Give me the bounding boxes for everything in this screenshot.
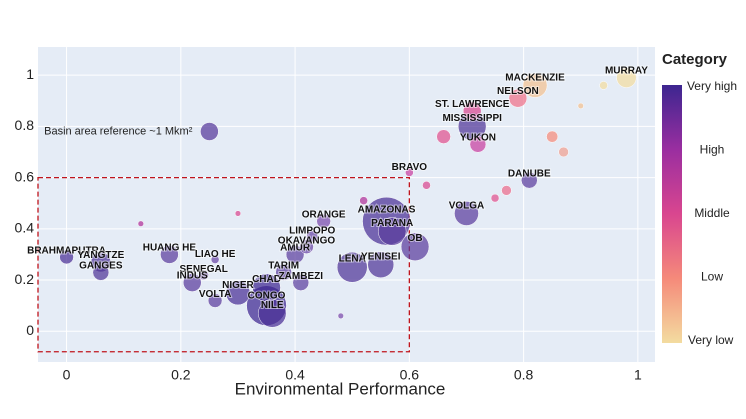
bubble-label: LIMPOPO	[289, 225, 335, 236]
bubble	[400, 232, 430, 261]
highlight-box	[37, 176, 410, 353]
bubble-label: SENEGAL	[180, 264, 228, 275]
y-tick-label: 0.4	[15, 220, 35, 236]
bubble-label: AMAZONAS	[358, 205, 416, 216]
bubble	[501, 185, 512, 196]
x-tick-label: 0	[63, 367, 71, 383]
bubble	[207, 293, 223, 308]
bubble	[299, 239, 314, 254]
bubble	[616, 67, 637, 88]
annotation: Basin area reference ~1 Mkm²	[44, 125, 193, 137]
x-tick-label: 1	[634, 367, 642, 383]
bubble	[422, 181, 431, 190]
bubble	[577, 102, 584, 109]
reference-bubble	[200, 122, 219, 141]
bubble-label: TARIM	[268, 261, 299, 272]
bubble-label: BRAHMAPUTRA	[27, 246, 106, 257]
bubble-label: LIAO HE	[195, 249, 236, 260]
bubble-label: GANGES	[79, 261, 123, 272]
bubble	[405, 168, 414, 177]
bubble-label: OB	[408, 233, 423, 244]
x-tick-label: 0.4	[285, 367, 305, 383]
plot-area	[38, 47, 655, 362]
bubble-label: CHAD	[252, 274, 281, 285]
bubble-label: BRAVO	[392, 162, 428, 173]
bubble-label: INDUS	[177, 271, 208, 282]
y-tick-label: 0.2	[15, 271, 35, 287]
bubble-label: MURRAY	[605, 65, 648, 76]
bubble-label: AMUR	[280, 242, 311, 253]
bubble	[367, 251, 395, 278]
bubble	[234, 210, 242, 217]
bubble	[306, 230, 319, 243]
bubble	[337, 312, 344, 319]
bubble-label: NIGER	[222, 280, 254, 291]
bubble-label: CONGO	[248, 290, 286, 301]
bubble	[359, 196, 368, 205]
bubble	[92, 264, 110, 281]
bubble-label: DANUBE	[508, 168, 551, 179]
bubble-label: ZAMBEZI	[279, 271, 324, 282]
bubble-label: VOLGA	[449, 200, 485, 211]
bubble	[599, 81, 608, 90]
bubble	[336, 251, 368, 283]
bubble	[198, 269, 209, 281]
bubble-label: YENISEI	[361, 251, 401, 262]
bubble-label: PARANA	[371, 218, 413, 229]
bubble	[436, 129, 451, 144]
colorbar-tick-label: Very low	[688, 333, 734, 347]
bubble	[454, 201, 479, 226]
bubble	[462, 101, 482, 121]
colorbar-tick-label: Middle	[694, 206, 730, 220]
bubble-label: MISSISSIPPI	[442, 113, 502, 124]
bubble	[137, 220, 144, 227]
colorbar	[662, 85, 682, 343]
bubble-label: ORANGE	[302, 210, 346, 221]
bubble-label: MACKENZIE	[505, 72, 565, 83]
bubble-label: ST. LAWRENCE	[435, 99, 510, 110]
bubble	[546, 130, 559, 143]
x-tick-label: 0.6	[400, 367, 420, 383]
bubble	[558, 146, 569, 158]
colorbar-tick-label: High	[700, 143, 725, 157]
bubble	[292, 274, 310, 291]
bubble-label: NILE	[261, 300, 284, 311]
bubble-label: OKAVANGO	[278, 235, 336, 246]
bubble	[508, 88, 528, 108]
bubble	[59, 249, 74, 265]
bubble	[490, 193, 500, 203]
bubble-label: YANGTZE	[77, 250, 124, 261]
colorbar-title: Category	[662, 51, 728, 68]
bubble	[378, 217, 407, 246]
bubble-label: HUANG HE	[143, 242, 197, 253]
bubble-label: YUKON	[460, 133, 496, 144]
y-tick-label: 0.8	[15, 117, 35, 133]
bubble	[469, 136, 487, 153]
bubble	[183, 273, 202, 292]
colorbar-tick-label: Very high	[687, 79, 737, 93]
bubble	[210, 255, 220, 264]
bubble-label: NELSON	[497, 86, 539, 97]
y-tick-label: 1	[26, 66, 34, 82]
bubble	[285, 245, 305, 264]
bubble	[225, 280, 251, 306]
bubble-label: LENA	[339, 253, 366, 264]
bubble	[316, 213, 331, 229]
x-tick-label: 0.8	[514, 367, 534, 383]
x-axis-label: Environmental Performance	[235, 379, 446, 398]
bubble	[275, 264, 292, 281]
bubble	[258, 299, 287, 328]
bubble	[160, 245, 179, 264]
y-tick-label: 0.6	[15, 168, 35, 184]
y-tick-label: 0	[26, 322, 34, 338]
colorbar-tick-label: Low	[701, 270, 723, 284]
bubble	[521, 171, 538, 189]
bubble	[522, 73, 548, 98]
bubble-label: VOLTA	[199, 289, 231, 300]
x-tick-label: 0.2	[171, 367, 191, 383]
